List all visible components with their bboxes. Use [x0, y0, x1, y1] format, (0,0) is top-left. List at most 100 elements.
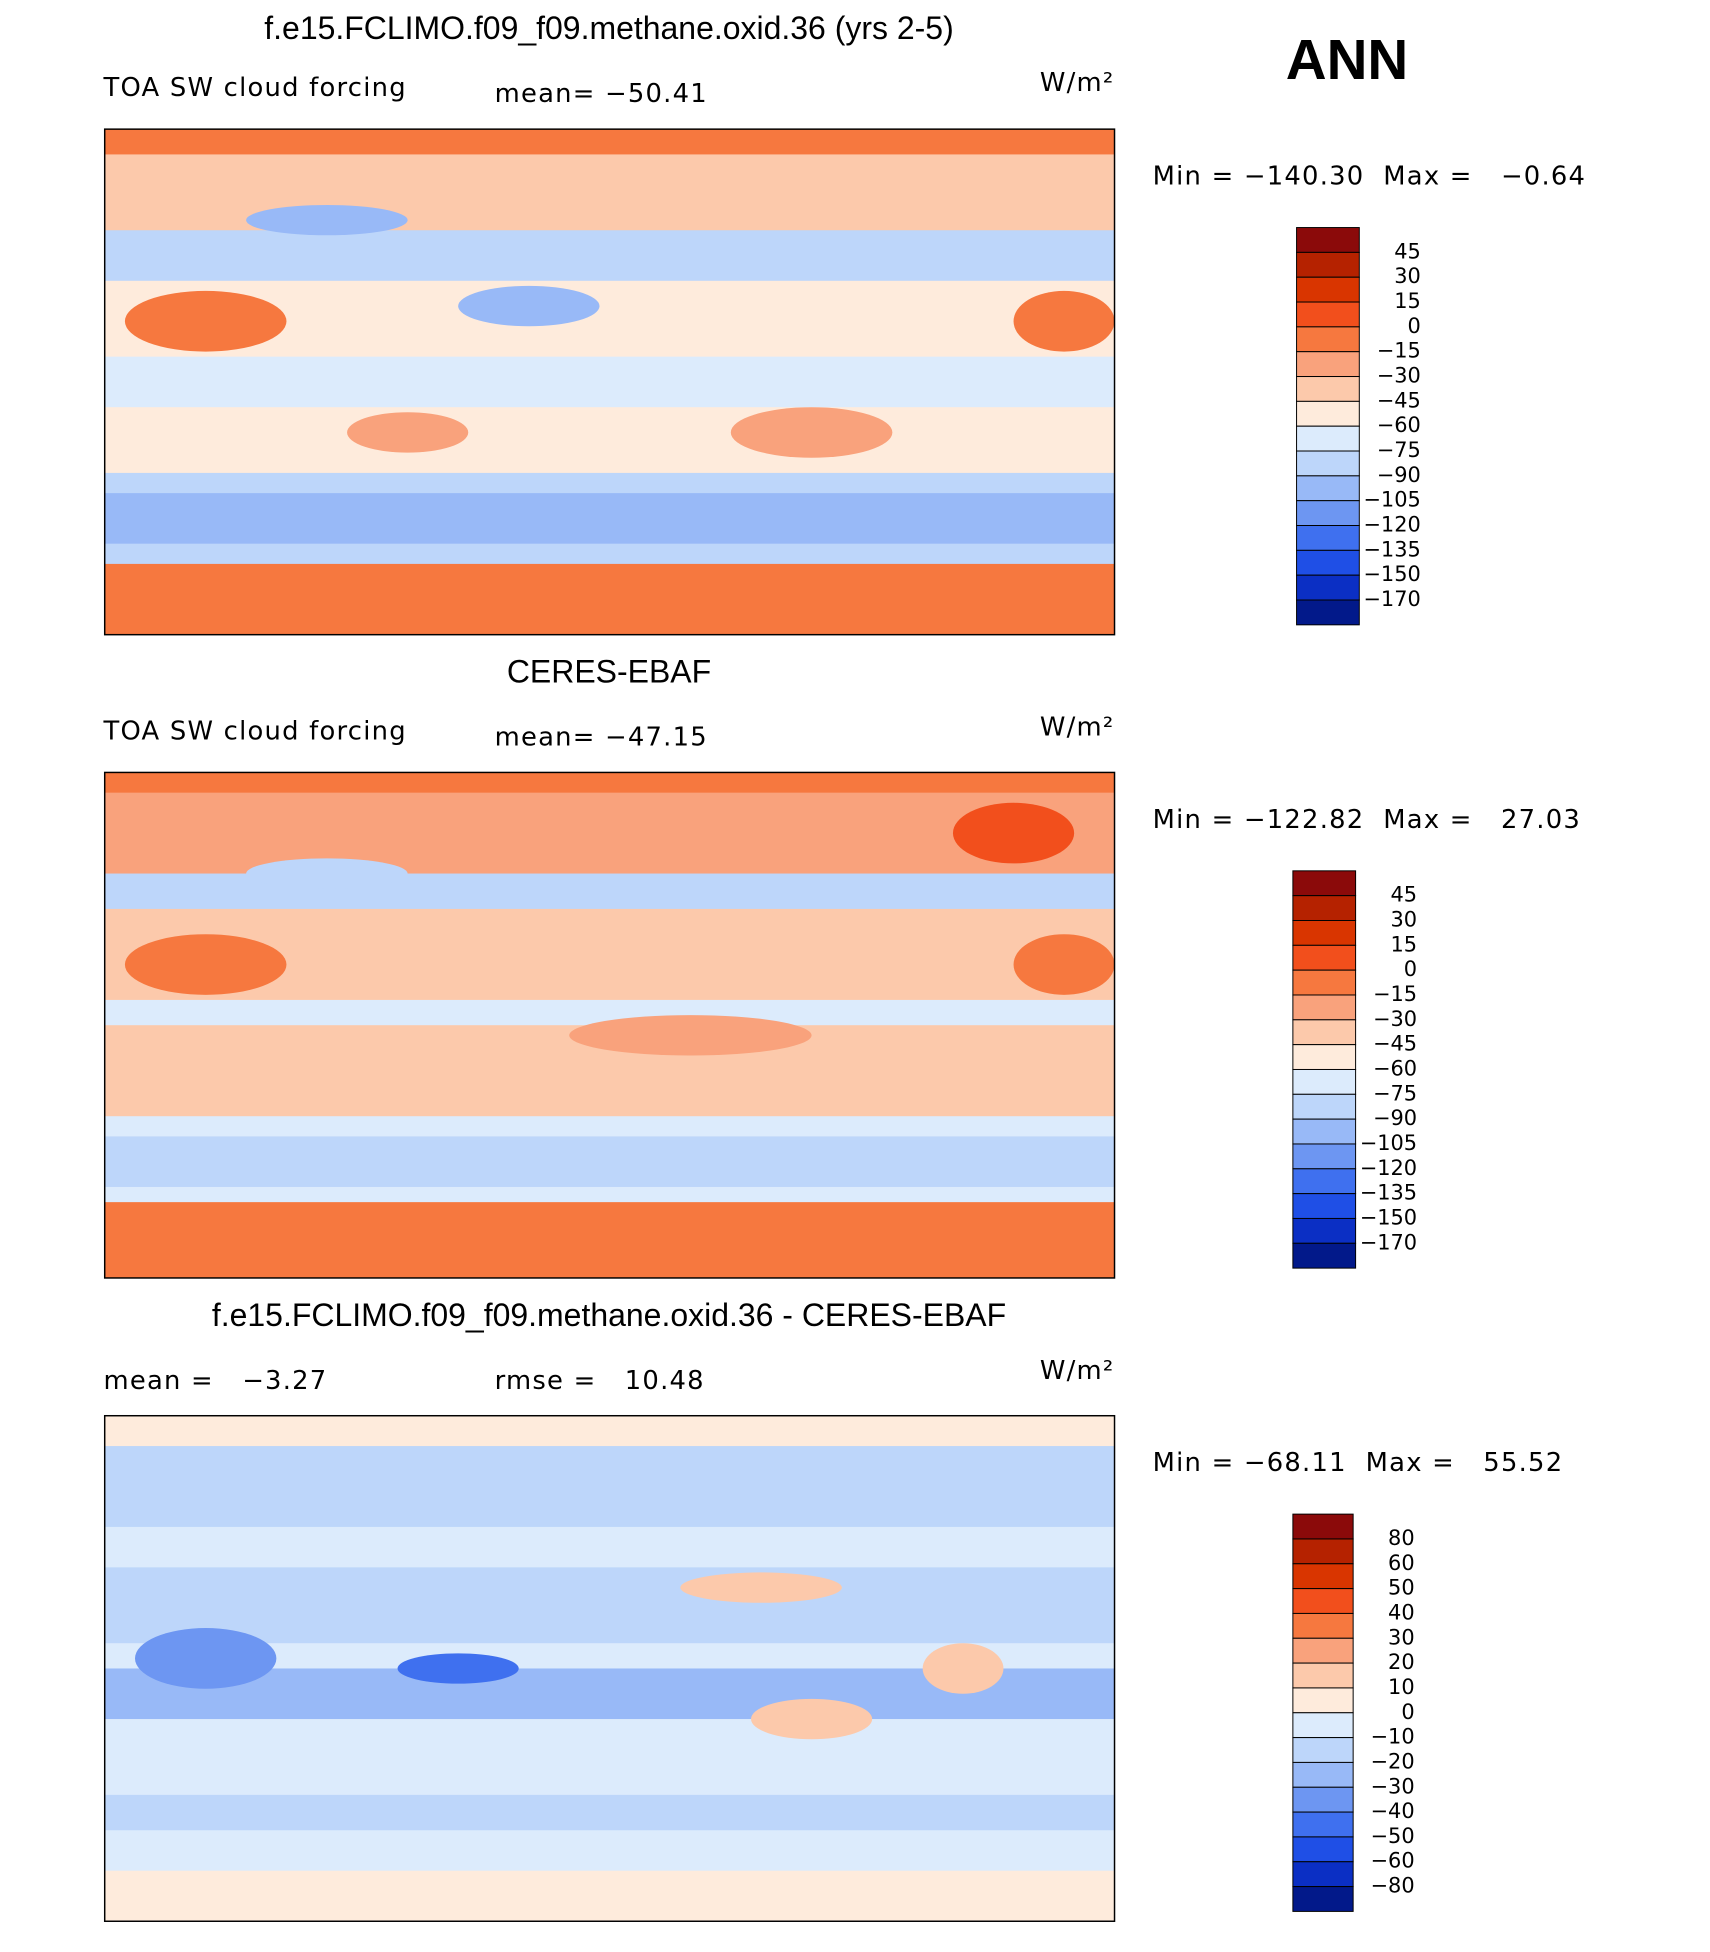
colorbar-box: [1292, 1242, 1357, 1269]
colorbar-label: −80: [1371, 1874, 1415, 1898]
colorbar-box: [1292, 1836, 1354, 1863]
colorbar-label: 15: [1394, 289, 1421, 313]
colorbar-label: −75: [1377, 438, 1421, 462]
colorbar-box: [1296, 227, 1360, 253]
map: [104, 129, 1115, 635]
colorbar-label: −75: [1373, 1081, 1417, 1105]
colorbar-label: 50: [1388, 1576, 1415, 1600]
colorbar-box: [1296, 525, 1360, 551]
colorbar-label: 30: [1394, 264, 1421, 288]
colorbar-box: [1296, 500, 1360, 527]
map-frame: [103, 128, 1116, 636]
map-band: [104, 563, 1115, 635]
colorbar-label: −50: [1371, 1824, 1415, 1848]
map-feature: [246, 204, 408, 236]
colorbar-box: [1292, 1217, 1357, 1244]
map-band: [104, 1526, 1115, 1568]
panel-title: f.e15.FCLIMO.f09_f09.methane.oxid.36 (yr…: [264, 10, 953, 46]
colorbar-label: 45: [1391, 883, 1418, 907]
colorbar-label: 0: [1408, 314, 1421, 338]
colorbar-label: −15: [1377, 339, 1421, 363]
colorbar-box: [1296, 425, 1360, 452]
map-band: [104, 543, 1115, 565]
colorbar-box: [1292, 1193, 1357, 1219]
colorbar-label: −170: [1363, 587, 1420, 611]
colorbar-label: −30: [1371, 1774, 1415, 1798]
panel-title: CERES-EBAF: [507, 653, 711, 689]
map-feature: [1013, 934, 1115, 995]
colorbar-label: −135: [1363, 537, 1420, 561]
colorbar-box: [1296, 599, 1360, 626]
colorbar-box: [1292, 944, 1357, 971]
units-label: W/m²: [1040, 713, 1115, 743]
map-feature: [750, 1698, 873, 1740]
colorbar-box: [1292, 895, 1357, 921]
field-label: mean = −3.27: [103, 1366, 327, 1396]
colorbar-box: [1292, 1563, 1354, 1590]
map-frame: [103, 1414, 1116, 1922]
map-band: [104, 1446, 1115, 1528]
colorbar-box: [1292, 1513, 1354, 1540]
colorbar-label: −135: [1360, 1181, 1417, 1205]
colorbar-label: −60: [1377, 413, 1421, 437]
season-title: ANN: [1286, 28, 1409, 91]
colorbar-label: −30: [1373, 1007, 1417, 1031]
map-feature: [347, 412, 469, 453]
colorbar-label: −120: [1363, 513, 1420, 537]
colorbar-box: [1292, 1093, 1357, 1120]
colorbar-label: −45: [1373, 1032, 1417, 1056]
colorbar-box: [1292, 1118, 1357, 1145]
colorbar-label: 60: [1388, 1551, 1415, 1575]
colorbar-label: −170: [1360, 1230, 1417, 1254]
colorbar-box: [1292, 1712, 1354, 1739]
colorbar-box: [1292, 1662, 1354, 1689]
colorbar-label: −150: [1363, 562, 1420, 586]
colorbar-box: [1296, 276, 1360, 303]
field-label: TOA SW cloud forcing: [102, 716, 406, 746]
colorbar-box: [1292, 969, 1357, 996]
colorbar-label: 30: [1391, 907, 1418, 931]
map-band: [104, 1830, 1115, 1872]
map-band: [104, 1870, 1115, 1922]
colorbar-label: 30: [1388, 1625, 1415, 1649]
colorbar-box: [1296, 549, 1360, 576]
colorbar-label: 0: [1404, 957, 1417, 981]
colorbar-box: [1292, 1044, 1357, 1070]
map-band: [104, 1415, 1115, 1447]
min-max: Min = −122.82 Max = 27.03: [1153, 805, 1581, 835]
colorbar-label: −10: [1371, 1725, 1415, 1749]
panel-title: f.e15.FCLIMO.f09_f09.methane.oxid.36 - C…: [212, 1297, 1006, 1333]
colorbar-box: [1292, 1786, 1354, 1813]
colorbar-box: [1296, 475, 1360, 502]
colorbar-box: [1292, 1588, 1354, 1614]
colorbar-label: −150: [1360, 1205, 1417, 1229]
colorbar-label: −30: [1377, 364, 1421, 388]
map-feature: [922, 1643, 1004, 1694]
map-band: [104, 1186, 1115, 1203]
colorbar-box: [1292, 1637, 1354, 1664]
colorbar-label: −120: [1360, 1156, 1417, 1180]
colorbar-box: [1292, 1068, 1357, 1095]
colorbar-box: [1296, 376, 1360, 402]
colorbar-box: [1292, 1811, 1354, 1838]
map-band: [104, 1202, 1115, 1278]
map-band: [104, 1794, 1115, 1831]
colorbar-box: [1292, 1612, 1354, 1639]
colorbar-box: [1296, 326, 1360, 353]
map-feature: [1013, 290, 1115, 352]
colorbar-label: 20: [1388, 1650, 1415, 1674]
map-band: [104, 1116, 1115, 1138]
colorbar-box: [1292, 1761, 1354, 1788]
colorbar-box: [1292, 1737, 1354, 1763]
colorbar-label: −45: [1377, 388, 1421, 412]
colorbar-label: −105: [1363, 488, 1420, 512]
colorbar-label: −40: [1371, 1799, 1415, 1823]
map: [104, 1415, 1115, 1922]
colorbar-label: 15: [1391, 932, 1418, 956]
map-band: [104, 129, 1115, 156]
colorbar-label: 40: [1388, 1600, 1415, 1624]
map-band: [104, 472, 1115, 494]
map-band: [104, 1136, 1115, 1188]
map-feature: [397, 1653, 519, 1684]
map-feature: [952, 802, 1075, 864]
